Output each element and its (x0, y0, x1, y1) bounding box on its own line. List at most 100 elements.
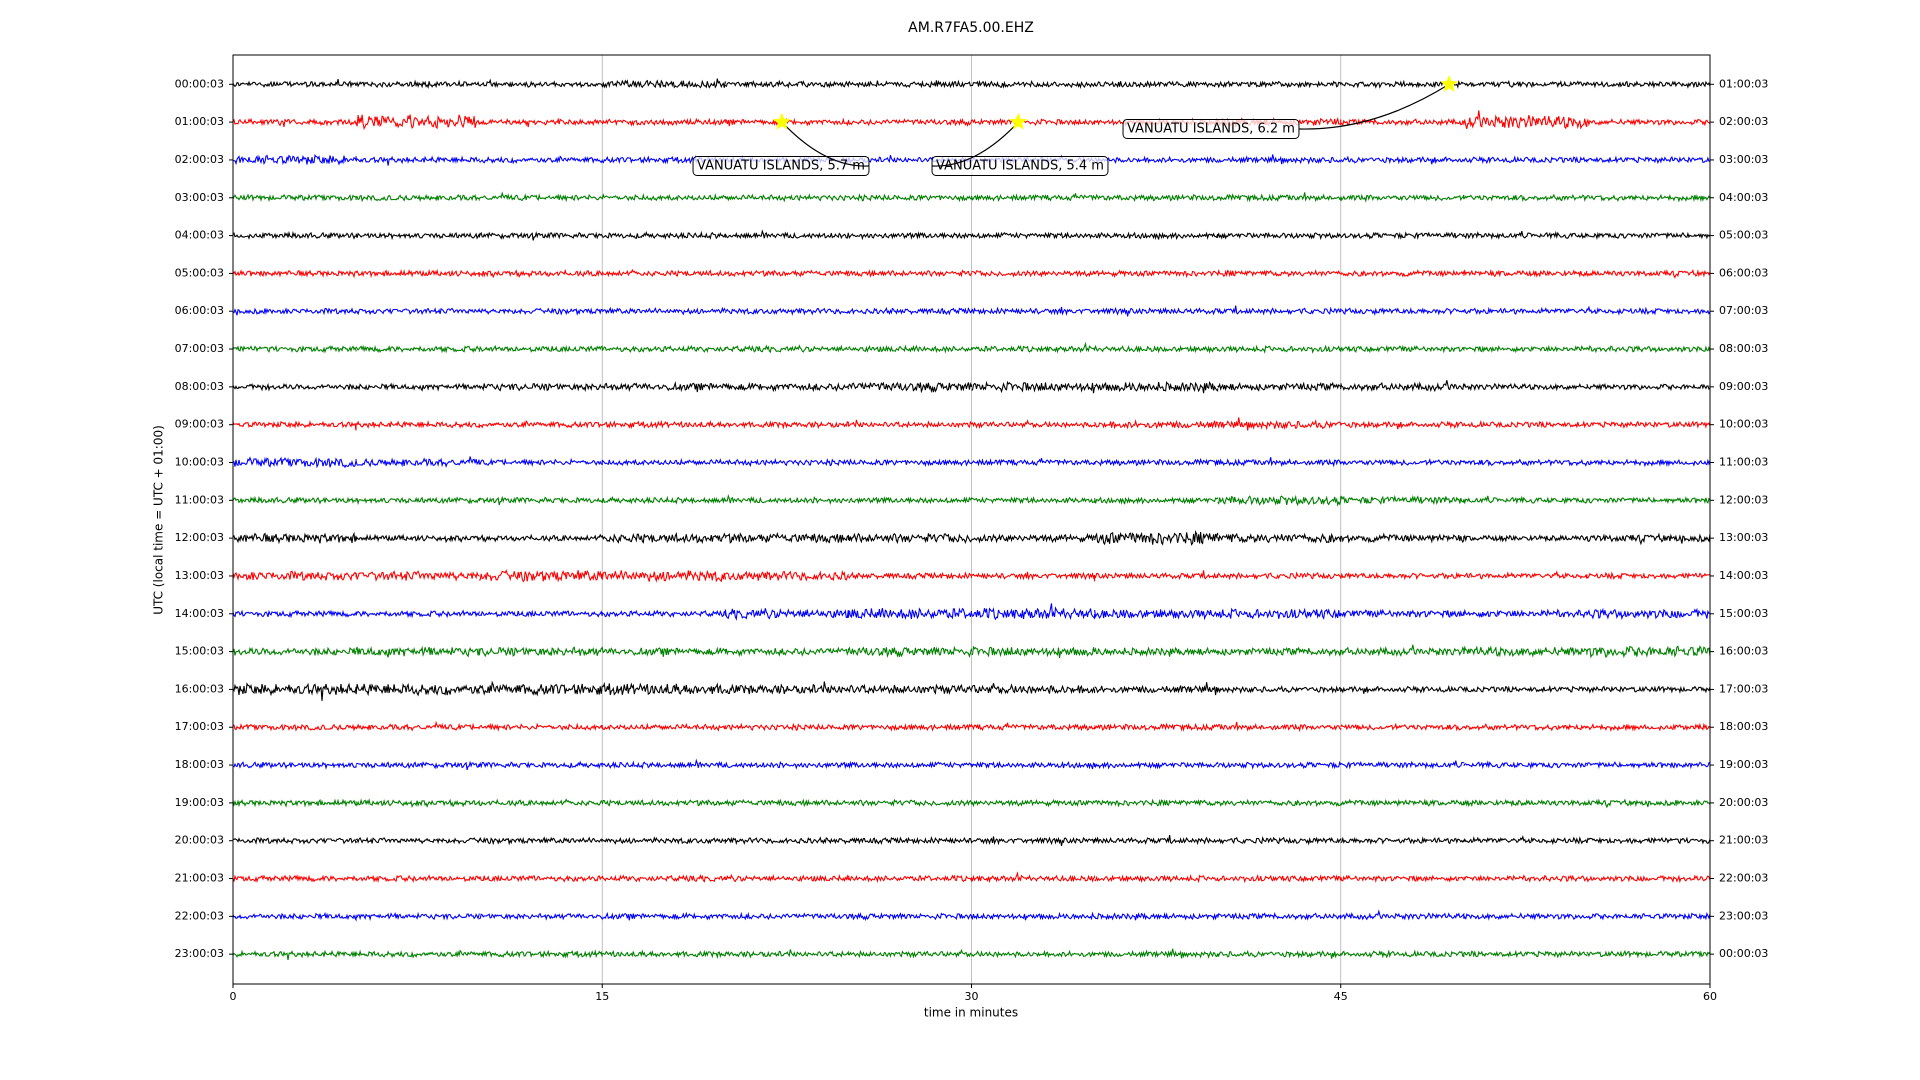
trace-segment (601, 193, 726, 202)
trace-segment (1586, 382, 1711, 392)
event-annotation: VANUATU ISLANDS, 5.7 m (692, 121, 870, 176)
event-label: VANUATU ISLANDS, 5.4 m (936, 159, 1104, 174)
trace-segment (601, 78, 726, 89)
trace-segment (971, 341, 1096, 354)
trace-segment (478, 307, 603, 316)
trace-segment (724, 646, 849, 658)
trace-segment (847, 912, 973, 922)
trace-segment (355, 570, 480, 582)
trace-segment (724, 911, 849, 921)
trace-segment (478, 191, 603, 203)
trace-segment (1586, 231, 1711, 240)
trace-segment (971, 496, 1096, 505)
trace-segment (1463, 419, 1588, 429)
trace-segment (232, 344, 357, 354)
trace-segment (1340, 760, 1465, 770)
trace-segment (1217, 417, 1342, 431)
trace-segment (1340, 608, 1465, 619)
trace-segment (355, 114, 480, 130)
trace-segment (1217, 646, 1342, 657)
y-tick-label-left: 06:00:03 (175, 304, 224, 317)
trace-segment (724, 344, 849, 354)
trace-segment (355, 496, 480, 506)
trace-segment (478, 457, 603, 468)
trace-segment (1463, 534, 1588, 543)
trace-segment (1463, 798, 1588, 808)
trace-segment (602, 609, 726, 618)
event-label: VANUATU ISLANDS, 5.7 m (697, 159, 865, 174)
trace-segment (355, 911, 480, 922)
trace-segment (232, 723, 357, 732)
trace-segment (1586, 496, 1711, 505)
trace-segment (1586, 345, 1711, 354)
trace-segment (1094, 798, 1219, 808)
trace-segment (1586, 80, 1711, 89)
trace-segment (232, 230, 357, 240)
trace-segment (725, 873, 849, 883)
trace-segment (724, 949, 849, 959)
trace-segment (1586, 117, 1711, 127)
trace-segment (1217, 798, 1342, 807)
y-tick-label-right: 17:00:03 (1719, 682, 1768, 695)
trace-segment (601, 268, 726, 278)
event-annotation: VANUATU ISLANDS, 5.4 m (931, 121, 1109, 176)
event-connector (932, 121, 1019, 167)
y-tick-label-left: 17:00:03 (175, 720, 224, 733)
y-tick-label-left: 18:00:03 (175, 758, 224, 771)
trace-segment (971, 645, 1096, 659)
trace-segment (478, 117, 603, 128)
trace-segment (725, 722, 849, 732)
event-marker (1009, 112, 1028, 130)
trace-segment (1340, 836, 1465, 845)
trace-segment (848, 798, 973, 808)
event-marker (773, 112, 791, 130)
trace-segment (847, 117, 973, 127)
trace-segment (1217, 80, 1342, 89)
trace-segment (602, 419, 726, 430)
trace-segment (1094, 496, 1219, 505)
y-tick-label-right: 23:00:03 (1719, 909, 1768, 922)
trace-segment (355, 307, 480, 316)
trace-segment (355, 79, 480, 89)
y-tick-label-right: 05:00:03 (1719, 229, 1768, 242)
trace-segment (1586, 645, 1711, 659)
trace-segment (724, 836, 849, 846)
chart-title: AM.R7FA5.00.EHZ (908, 20, 1034, 36)
y-tick-label-left: 23:00:03 (175, 947, 224, 960)
trace-segment (970, 603, 1096, 621)
y-tick-label-left: 16:00:03 (175, 682, 224, 695)
trace-segment (1463, 193, 1588, 203)
trace-segment (1463, 382, 1588, 392)
trace-segment (1340, 684, 1465, 694)
trace-segment (232, 912, 357, 922)
trace-segment (232, 307, 357, 316)
y-tick-label-right: 22:00:03 (1719, 872, 1768, 885)
trace-segment (479, 533, 603, 543)
trace-segment (355, 420, 480, 430)
trace-segment (478, 798, 603, 807)
trace-segment (355, 382, 480, 392)
trace-segment (355, 231, 480, 241)
y-tick-label-left: 20:00:03 (175, 834, 224, 847)
trace-segment (1217, 874, 1342, 884)
y-tick-label-left: 15:00:03 (175, 645, 224, 658)
trace-segment (1094, 306, 1219, 317)
trace-segment (1340, 494, 1465, 506)
event-annotation: VANUATU ISLANDS, 6.2 m (1122, 83, 1450, 139)
y-tick-label-left: 08:00:03 (175, 380, 224, 393)
trace-segment (970, 683, 1096, 695)
trace-segment (1094, 570, 1219, 581)
trace-segment (1094, 419, 1219, 430)
trace-segment (1463, 155, 1588, 165)
trace-segment (478, 874, 603, 883)
trace-segment (1586, 949, 1711, 959)
trace-segment (1094, 873, 1219, 884)
trace-segment (1340, 644, 1465, 658)
trace-segment (847, 231, 973, 241)
trace-segment (724, 531, 849, 544)
trace-segment (1217, 192, 1342, 203)
trace-segment (355, 193, 480, 203)
y-tick-label-left: 00:00:03 (175, 77, 224, 90)
y-tick-label-left: 14:00:03 (175, 607, 224, 620)
